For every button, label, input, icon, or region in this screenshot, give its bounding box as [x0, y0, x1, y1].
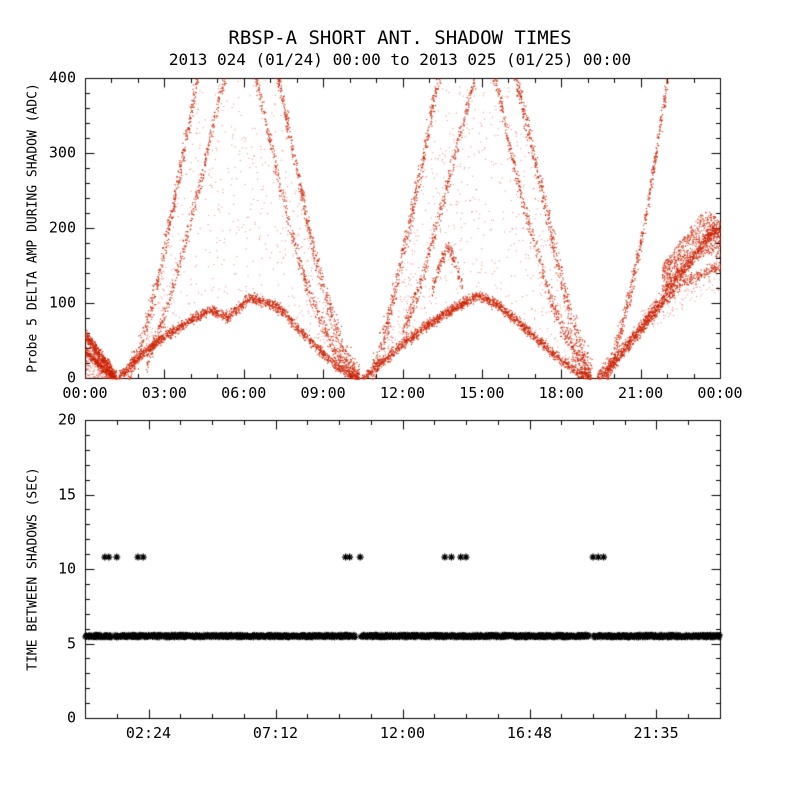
x-tick-label: 09:00	[300, 384, 346, 402]
x-tick-label: 07:12	[252, 724, 299, 742]
y-tick-label: 20	[57, 410, 76, 429]
y-tick-label: 400	[48, 68, 76, 87]
top-y-axis-label: Probe 5 DELTA AMP DURING SHADOW (ADC)	[25, 83, 41, 373]
chart-subtitle: 2013 024 (01/24) 00:00 to 2013 025 (01/2…	[168, 50, 632, 69]
x-tick-label: 21:00	[618, 384, 664, 402]
y-tick-label: 15	[57, 485, 76, 503]
x-tick-label: 00:00	[697, 384, 743, 402]
y-tick-label: 5	[66, 634, 76, 652]
x-tick-label: 15:00	[459, 384, 505, 402]
x-tick-label: 00:00	[62, 384, 108, 402]
y-tick-label: 10	[57, 559, 76, 578]
x-tick-label: 21:35	[633, 724, 679, 742]
y-tick-label: 0	[66, 368, 76, 387]
x-tick-label: 06:00	[221, 384, 267, 402]
chart-title: RBSP-A SHORT ANT. SHADOW TIMES	[228, 27, 572, 49]
y-tick-label: 300	[48, 143, 76, 162]
x-tick-label: 16:48	[506, 724, 553, 742]
x-tick-label: 12:00	[379, 724, 426, 742]
y-tick-label: 100	[48, 293, 76, 312]
x-tick-label: 03:00	[141, 384, 187, 402]
y-tick-label: 200	[48, 218, 76, 237]
x-tick-label: 12:00	[379, 384, 426, 402]
bottom-y-axis-label: TIME BETWEEN SHADOWS (SEC)	[25, 467, 41, 671]
x-tick-label: 18:00	[538, 384, 584, 402]
y-tick-label: 0	[66, 708, 76, 727]
x-tick-label: 02:24	[125, 724, 172, 742]
